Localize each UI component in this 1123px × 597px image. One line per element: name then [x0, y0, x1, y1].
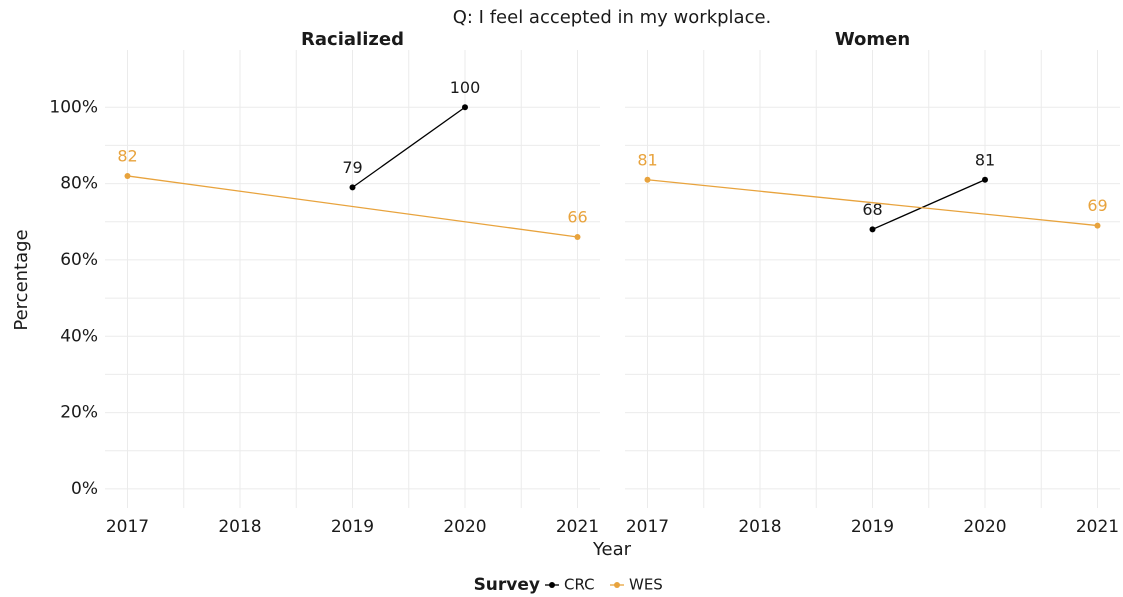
data-label: 79: [342, 158, 362, 177]
panel-title: Racialized: [301, 29, 404, 50]
x-tick-label: 2018: [738, 517, 781, 537]
y-tick-label: 100%: [49, 97, 98, 117]
series-line: [872, 179, 986, 230]
y-axis-title: Percentage: [11, 229, 32, 330]
data-point: [869, 226, 876, 233]
data-point: [124, 172, 131, 179]
legend-key-point: [614, 582, 620, 588]
data-label: 66: [567, 208, 587, 227]
data-label: 69: [1087, 196, 1107, 215]
x-tick-label: 2017: [626, 517, 669, 537]
y-tick-label: 60%: [60, 250, 98, 270]
x-tick-label: 2021: [1076, 517, 1119, 537]
x-tick-label: 2021: [556, 517, 599, 537]
data-label: 100: [450, 78, 481, 97]
data-point: [644, 176, 651, 183]
legend-title: Survey: [474, 575, 540, 595]
data-label: 81: [637, 150, 657, 169]
x-axis-title: Year: [592, 539, 632, 560]
data-label: 81: [975, 150, 995, 169]
x-tick-label: 2019: [851, 517, 894, 537]
y-tick-label: 0%: [71, 479, 98, 499]
data-point: [574, 234, 581, 241]
x-tick-label: 2020: [443, 517, 486, 537]
x-tick-label: 2020: [963, 517, 1006, 537]
chart-title: Q: I feel accepted in my workplace.: [453, 7, 772, 28]
y-tick-label: 20%: [60, 403, 98, 423]
legend-label: CRC: [564, 576, 595, 594]
data-point: [349, 184, 356, 191]
x-tick-label: 2019: [331, 517, 374, 537]
data-label: 68: [862, 200, 882, 219]
x-tick-label: 2017: [106, 517, 149, 537]
legend-key-point: [549, 582, 555, 588]
x-tick-label: 2018: [218, 517, 261, 537]
data-point: [982, 176, 988, 183]
series-line: [127, 175, 578, 238]
series-line: [352, 106, 466, 188]
y-tick-label: 80%: [60, 174, 98, 194]
y-tick-label: 40%: [60, 326, 98, 346]
data-point: [1094, 222, 1101, 229]
series-line: [647, 179, 1098, 227]
panel-title: Women: [835, 29, 910, 50]
data-point: [462, 104, 468, 111]
legend-label: WES: [629, 576, 663, 594]
data-label: 82: [117, 146, 137, 165]
